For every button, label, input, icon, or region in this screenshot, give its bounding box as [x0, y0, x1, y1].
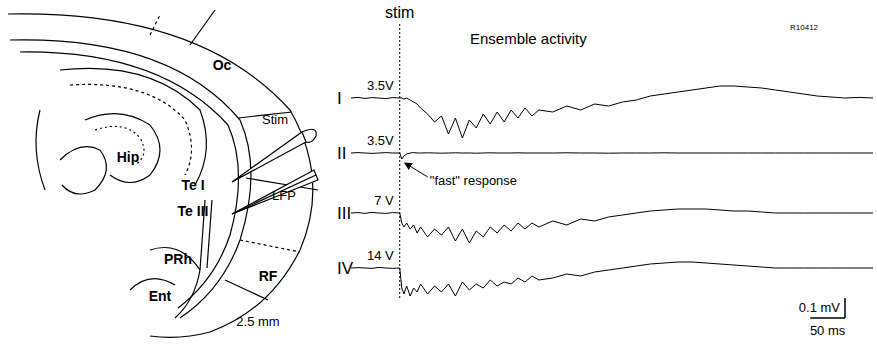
- svg-text:PRh: PRh: [164, 251, 192, 267]
- svg-text:50 ms: 50 ms: [810, 323, 846, 338]
- svg-text:Te I: Te I: [181, 177, 204, 193]
- svg-text:Te III: Te III: [178, 203, 209, 219]
- svg-text:0.1 mV: 0.1 mV: [799, 300, 841, 315]
- svg-text:Oc: Oc: [213, 57, 232, 73]
- svg-text:RF: RF: [259, 268, 278, 284]
- svg-text:Hip: Hip: [117, 149, 140, 165]
- svg-text:LFP: LFP: [272, 188, 296, 203]
- svg-text:Stim: Stim: [262, 112, 288, 127]
- svg-text:III: III: [337, 204, 351, 223]
- svg-text:I: I: [337, 89, 342, 108]
- svg-text:II: II: [337, 144, 346, 163]
- svg-text:"fast" response: "fast" response: [430, 173, 517, 188]
- svg-text:3.5V: 3.5V: [367, 78, 394, 93]
- svg-text:Ent: Ent: [149, 288, 172, 304]
- svg-text:3.5V: 3.5V: [367, 133, 394, 148]
- svg-text:Ensemble activity: Ensemble activity: [470, 30, 587, 47]
- svg-text:IV: IV: [337, 259, 354, 278]
- svg-text:2.5 mm: 2.5 mm: [236, 314, 279, 329]
- svg-text:stim: stim: [385, 4, 414, 21]
- svg-text:R10412: R10412: [790, 23, 819, 32]
- svg-text:14 V: 14 V: [367, 248, 394, 263]
- svg-text:7 V: 7 V: [374, 193, 394, 208]
